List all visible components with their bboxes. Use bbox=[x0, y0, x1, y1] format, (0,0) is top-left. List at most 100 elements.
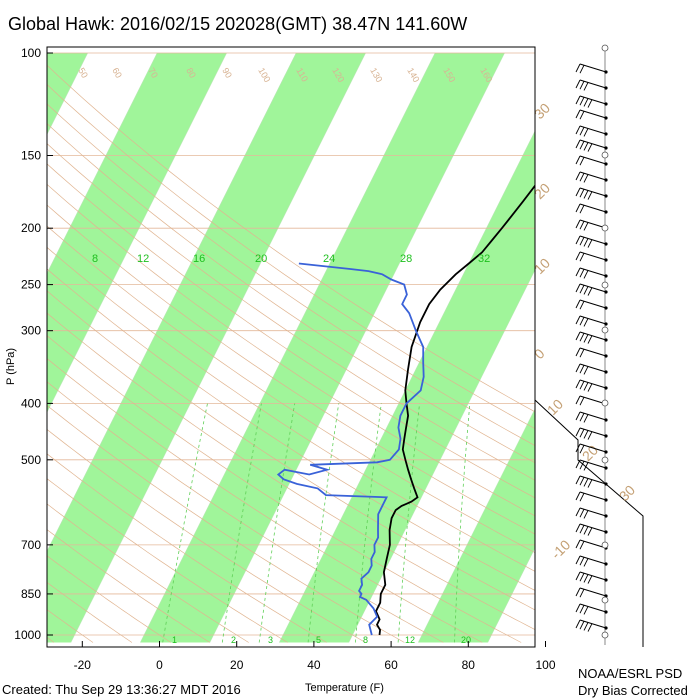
wind-barb-flag bbox=[579, 268, 585, 278]
wind-barb-flag bbox=[579, 220, 585, 230]
wind-barb-staff bbox=[579, 219, 607, 229]
wind-barb-flag bbox=[575, 411, 581, 421]
wind-barb-flag bbox=[579, 556, 585, 566]
theta-e-label: 24 bbox=[323, 253, 335, 265]
created-timestamp: Created: Thu Sep 29 13:36:27 MDT 2016 bbox=[2, 682, 241, 697]
dry-adiabat-line bbox=[47, 381, 444, 643]
wind-barb-flag bbox=[575, 587, 581, 597]
envelope-outline bbox=[534, 399, 644, 647]
isotherm-label: 30 bbox=[616, 482, 638, 504]
wind-barb-flag bbox=[579, 172, 585, 182]
wind-barb bbox=[575, 523, 608, 536]
wind-barb-flag bbox=[575, 347, 581, 357]
wind-barb-dot bbox=[604, 354, 608, 358]
y-tick-label: 700 bbox=[21, 538, 41, 552]
wind-barb-flag bbox=[575, 539, 581, 549]
wind-barb-dot bbox=[604, 530, 608, 534]
wind-barb bbox=[575, 379, 608, 392]
wind-barb-dot bbox=[604, 306, 608, 310]
theta-e-label: 12 bbox=[137, 253, 149, 265]
y-tick-label: 100 bbox=[21, 46, 41, 60]
isotherm-label: -10 bbox=[548, 536, 574, 562]
wind-barb-flag bbox=[583, 622, 589, 631]
wind-barb bbox=[575, 283, 608, 296]
x-tick-label: 80 bbox=[462, 658, 476, 672]
isotherm-line bbox=[70, 52, 366, 643]
wind-barb-dot bbox=[604, 466, 608, 470]
wind-barb-flag bbox=[575, 523, 581, 533]
dry-adiabat-line bbox=[47, 478, 288, 643]
wind-barb-flag bbox=[579, 396, 585, 406]
wind-barb-flag bbox=[583, 414, 589, 423]
wind-barb-dot bbox=[604, 514, 608, 518]
dry-adiabat-line bbox=[47, 404, 405, 643]
theta-label: 50 bbox=[76, 66, 90, 80]
wind-barb-flag bbox=[575, 379, 581, 389]
wind-barb-flag bbox=[583, 318, 589, 327]
theta-e-label: 32 bbox=[478, 253, 490, 265]
wind-barb-flag bbox=[583, 142, 589, 151]
y-tick-label: 500 bbox=[21, 453, 41, 467]
calm-wind-circle bbox=[601, 631, 609, 639]
isotherm-band bbox=[140, 53, 505, 643]
isotherm-line bbox=[140, 52, 436, 643]
wind-barb-dot bbox=[604, 70, 608, 74]
wind-barb bbox=[575, 427, 608, 440]
mixing-ratio-label: 12 bbox=[405, 635, 415, 645]
wind-barb bbox=[575, 155, 608, 166]
dry-adiabat-line bbox=[47, 428, 366, 643]
wind-barb-flag bbox=[583, 382, 589, 391]
wind-barb-staff bbox=[579, 411, 607, 421]
wind-barb-staff bbox=[579, 507, 607, 517]
dry-adiabat-line bbox=[47, 503, 249, 643]
wind-barb-flag bbox=[575, 459, 581, 469]
wind-barb-flag bbox=[583, 558, 589, 567]
wind-barb-flag bbox=[583, 98, 589, 107]
x-tick-label: 100 bbox=[535, 658, 555, 672]
wind-barb-staff bbox=[579, 203, 607, 213]
wind-barb bbox=[575, 363, 608, 375]
wind-barb bbox=[575, 587, 608, 598]
wind-barb-flag bbox=[579, 110, 585, 120]
wind-barb-staff bbox=[579, 251, 607, 261]
isotherm-label: 0 bbox=[531, 345, 548, 362]
calm-wind-circle bbox=[601, 224, 609, 232]
wind-barb-flag bbox=[575, 507, 581, 517]
dry-adiabat-line bbox=[47, 636, 55, 643]
isotherm-band bbox=[557, 53, 700, 642]
dry-adiabat-line bbox=[47, 143, 535, 481]
wind-barb-dot bbox=[604, 418, 608, 422]
isobar-lines bbox=[47, 52, 535, 636]
credit-line-1: NOAA/ESRL PSD bbox=[578, 666, 682, 681]
calm-wind-circle bbox=[601, 151, 609, 159]
wind-barb-flag bbox=[579, 476, 585, 486]
mixing-ratio-label: 8 bbox=[363, 635, 368, 645]
wind-barb-flag bbox=[587, 575, 593, 584]
wind-barb-flag bbox=[579, 156, 585, 166]
mixing-ratio-label: 5 bbox=[316, 635, 321, 645]
dry-adiabat-line bbox=[47, 83, 535, 430]
wind-barb-staff bbox=[579, 571, 607, 581]
chart-title: Global Hawk: 2016/02/15 202028(GMT) 38.4… bbox=[8, 14, 467, 34]
wind-barb-flag bbox=[579, 492, 585, 502]
wind-barb-flag bbox=[583, 574, 589, 583]
dry-adiabat-line bbox=[47, 453, 327, 643]
calm-wind-circle bbox=[601, 541, 609, 549]
wind-barb bbox=[575, 187, 608, 200]
wind-barb-dot bbox=[604, 162, 608, 166]
wind-barb-staff bbox=[579, 491, 607, 501]
theta-e-labels: 8 12 16 20 24 28 32 bbox=[92, 253, 490, 265]
wind-barb-flag bbox=[575, 427, 581, 437]
wind-barb-dot bbox=[604, 610, 608, 614]
wind-barb-flag bbox=[579, 604, 585, 614]
wind-barb-dot bbox=[604, 146, 608, 150]
isotherm-line bbox=[0, 53, 18, 642]
wind-barb-flag bbox=[583, 334, 589, 343]
wind-barb-flag bbox=[575, 219, 581, 229]
mixing-ratio-label: 2 bbox=[231, 635, 236, 645]
wind-barb-flag bbox=[579, 64, 585, 74]
wind-barb-staff bbox=[579, 235, 607, 245]
wind-barb-dot bbox=[604, 210, 608, 214]
wind-barb bbox=[575, 619, 608, 632]
